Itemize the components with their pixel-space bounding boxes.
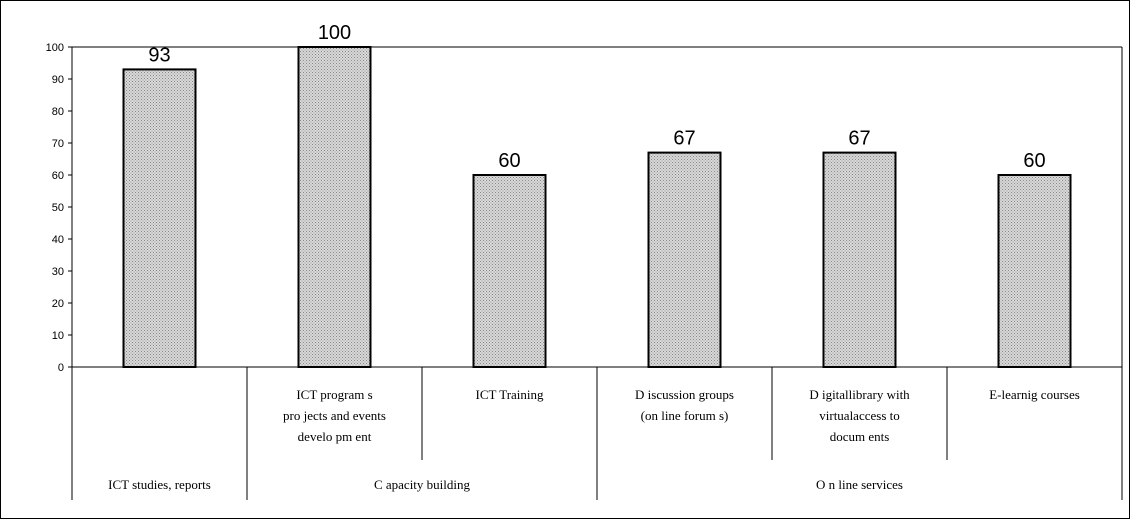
y-tick-label: 90: [52, 74, 64, 86]
category-label: virtualaccess to: [819, 408, 900, 423]
data-label: 60: [498, 150, 520, 172]
y-tick-label: 30: [52, 266, 64, 278]
y-tick-label: 0: [58, 362, 64, 374]
category-label: D igitallibrary with: [809, 387, 910, 402]
bar: [997, 174, 1072, 368]
category-label: D iscussion groups: [635, 387, 734, 402]
category-label: pro jects and events: [283, 408, 386, 423]
category-label: ICT program s: [296, 387, 372, 402]
data-label: 67: [673, 128, 695, 150]
category-label: E-learnig courses: [989, 387, 1080, 402]
y-tick-label: 60: [52, 170, 64, 182]
category-label: develo pm ent: [298, 429, 372, 444]
data-label: 100: [318, 22, 351, 44]
data-label: 67: [848, 128, 870, 150]
bar: [472, 174, 547, 368]
bar: [822, 151, 897, 368]
data-label: 93: [148, 44, 170, 66]
data-labels: 93 100 60 67 67 60: [148, 22, 1045, 172]
bar: [647, 151, 722, 368]
bars: [122, 46, 1072, 369]
category-label: (on line forum s): [641, 408, 729, 423]
y-axis: 0 10 20 30 40 50 60 70 80 90 100: [46, 42, 1123, 374]
y-tick-label: 50: [52, 202, 64, 214]
group-label: C apacity building: [374, 477, 471, 492]
y-tick-label: 80: [52, 106, 64, 118]
y-tick-label: 20: [52, 298, 64, 310]
bar: [297, 46, 372, 368]
y-tick-label: 100: [46, 42, 64, 54]
category-label: ICT Training: [475, 387, 544, 402]
bar: [122, 68, 197, 369]
data-label: 60: [1023, 150, 1045, 172]
y-tick-label: 10: [52, 330, 64, 342]
category-label: docum ents: [830, 429, 890, 444]
group-label: ICT studies, reports: [108, 477, 211, 492]
y-tick-label: 40: [52, 234, 64, 246]
category-table: ICT program s pro jects and events develo …: [71, 367, 1123, 500]
group-label: O n line services: [816, 477, 903, 492]
y-tick-label: 70: [52, 138, 64, 150]
